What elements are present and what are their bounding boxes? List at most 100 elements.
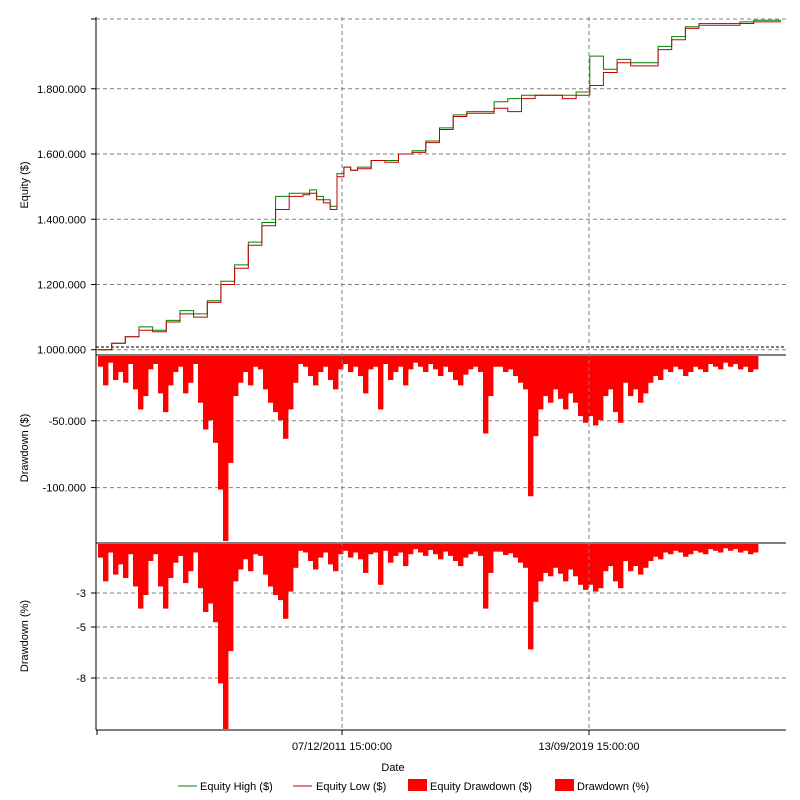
drawdown-dollars-bar [133,356,139,390]
drawdown-dollars-bar [328,356,334,381]
drawdown-dollars-bar [283,356,289,439]
drawdown-dollars-bar [593,356,599,426]
drawdown-dollars-bar [193,356,199,365]
drawdown-percent-bar [323,544,329,553]
y-tick-label: 1.800.000 [37,84,86,96]
drawdown-dollars-bar [683,356,689,377]
drawdown-percent-bar [478,544,484,556]
drawdown-dollars-bar [653,356,659,377]
drawdown-percent-bar [623,544,629,561]
drawdown-dollars-bar [143,356,149,397]
drawdown-percent-bar [648,544,654,561]
drawdown-percent-bar [723,544,729,549]
drawdown-percent-bar [343,544,349,551]
drawdown-dollars-bar [523,356,529,390]
drawdown-dollars-bar [533,356,539,437]
drawdown-dollars-bar [528,356,534,497]
drawdown-dollars-bar [363,356,369,394]
drawdown-dollars-bar [743,356,749,367]
drawdown-percent-bar [243,544,249,560]
drawdown-percent-bar [268,544,274,587]
drawdown-dollars-bar [378,356,384,410]
drawdown-dollars-bar [373,356,379,367]
drawdown-dollars-bar [323,356,329,367]
drawdown-percent-bar [308,544,314,561]
drawdown-dollars-bar [208,356,214,421]
drawdown-dollars-bar [453,356,459,381]
drawdown-dollars-y-axis-label: Drawdown ($) [19,414,31,482]
drawdown-percent-bar [698,544,704,553]
equity-high-line [98,19,781,351]
drawdown-dollars-bar [238,356,244,383]
drawdown-percent-bar [448,544,454,556]
drawdown-percent-bar [248,544,254,572]
drawdown-dollars-bar [588,356,594,417]
drawdown-dollars-bar [343,356,349,365]
y-tick-label: 1.200.000 [37,279,86,291]
drawdown-percent-bar [203,544,209,612]
x-ticks [96,730,590,735]
drawdown-dollars-bar [98,356,104,367]
drawdown-percent-bar [428,544,434,550]
drawdown-dollars-bar [668,356,674,373]
drawdown-dollars-bar [228,356,234,463]
drawdown-percent-bar [713,544,719,551]
drawdown-dollars-bar [658,356,664,381]
drawdown-dollars-bar [303,356,309,367]
equity-y-ticks: 1.000.000 1.200.000 1.400.000 1.600.000 1.80… [37,18,96,357]
drawdown-dollars-bar [738,356,744,370]
drawdown-percent-bar [238,544,244,570]
drawdown-percent-bar [218,544,224,684]
drawdown-percent-bar [118,544,124,565]
drawdown-dollars-bar [393,356,399,373]
drawdown-percent-bar [538,544,544,582]
drawdown-percent-bar [568,544,574,570]
drawdown-dollars-bar [753,356,759,370]
drawdown-percent-bar [193,544,199,553]
drawdown-percent-bar [663,544,669,553]
drawdown-dollars-bar [113,356,119,381]
drawdown-percent-bar [403,544,409,567]
drawdown-percent-bar [398,544,404,553]
drawdown-percent-bar [703,544,709,555]
drawdown-dollars-bar [508,356,514,370]
drawdown-dollars-bar [543,356,549,397]
drawdown-percent-bar [738,544,744,553]
drawdown-percent-bar [113,544,119,575]
drawdown-percent-bar [208,544,214,604]
drawdown-dollars-bar [513,356,519,377]
drawdown-percent-bar [298,544,304,551]
drawdown-dollars-bar [608,356,614,390]
drawdown-dollars-bar [503,356,509,373]
drawdown-percent-bar [388,544,394,563]
drawdown-percent-bar [588,544,594,585]
drawdown-percent-bar [158,544,164,587]
drawdown-percent-bar [638,544,644,575]
drawdown-dollars-bar [148,356,154,370]
drawdown-dollars-bar [218,356,224,490]
drawdown-percent-bar [633,544,639,567]
drawdown-percent-bar [128,544,134,555]
drawdown-dollars-bar [613,356,619,413]
drawdown-percent-bar [373,544,379,553]
drawdown-dollars-bar [618,356,624,423]
drawdown-dollars-bar [598,356,604,421]
y-tick-label: -8 [76,673,86,685]
drawdown-dollars-bar [178,356,184,367]
drawdown-dollars-bar [473,356,479,367]
drawdown-percent-bar [453,544,459,561]
drawdown-dollars-bar [278,356,284,421]
legend-swatch-drawdown-percent [555,779,574,791]
drawdown-percent-bar [753,544,759,553]
y-tick-label: -50.000 [49,416,86,428]
drawdown-percent-bar [458,544,464,567]
drawdown-dollars-bar [338,356,344,370]
drawdown-percent-bar [163,544,169,609]
drawdown-percent-bar [508,544,514,554]
drawdown-dollars-bar [368,356,374,370]
drawdown-percent-bar [668,544,674,555]
drawdown-percent-bar [643,544,649,568]
drawdown-percent-bar [533,544,539,602]
drawdown-percent-bar [613,544,619,582]
drawdown-percent-bar [563,544,569,582]
